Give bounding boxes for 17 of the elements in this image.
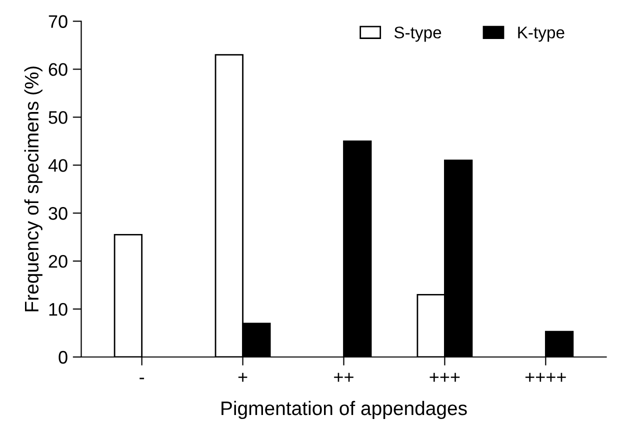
legend-label: K-type <box>518 26 564 42</box>
x-tick-label: +++ <box>430 372 460 382</box>
x-tick-label: ++ <box>334 372 354 382</box>
y-tick-label: 50 <box>48 111 68 124</box>
y-tick-label: 60 <box>48 63 68 76</box>
x-tick-label: ++++ <box>525 372 566 382</box>
y-tick-label: 70 <box>48 15 68 28</box>
x-tick-label: + <box>238 372 248 382</box>
y-tick-label: 20 <box>48 255 68 268</box>
y-tick-label: 40 <box>48 159 68 172</box>
legend-label: S-type <box>394 26 442 42</box>
y-tick-label: 30 <box>48 207 68 220</box>
y-tick-label: 10 <box>49 302 68 316</box>
x-axis-title: Pigmentation of appendages <box>222 400 467 420</box>
y-axis-title: Frequency of specimens (%) <box>24 66 42 312</box>
x-tick-label: - <box>140 378 144 380</box>
y-tick-label: 0 <box>58 350 68 364</box>
